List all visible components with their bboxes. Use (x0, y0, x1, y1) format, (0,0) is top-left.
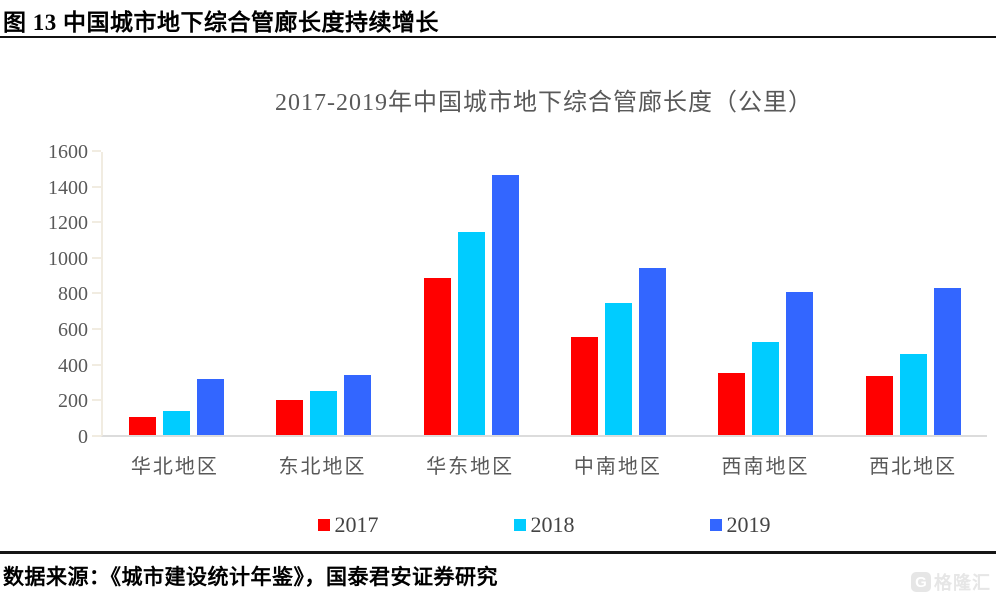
x-axis-labels: 华北地区 东北地区 华东地区 中南地区 西南地区 西北地区 (101, 450, 987, 479)
bar-2017-3 (571, 337, 599, 435)
bar-2019-3 (639, 268, 667, 435)
gelonghui-logo-text: 格隆汇 (934, 573, 991, 593)
y-axis: 0 200 400 600 800 1000 1200 1400 1600 (0, 141, 92, 448)
bar-2019-5 (933, 288, 961, 435)
x-category-label: 东北地区 (278, 456, 367, 478)
bar-2018-5 (899, 354, 927, 435)
x-category-label: 华北地区 (130, 456, 219, 478)
legend-swatch (317, 519, 330, 531)
bar-2018-4 (752, 342, 780, 435)
gelonghui-logo-icon: G (911, 572, 931, 592)
bar-2017-0 (129, 417, 157, 435)
bar-group-4 (692, 152, 839, 435)
gelonghui-watermark: G 格隆汇 (911, 569, 991, 595)
bar-2019-0 (197, 379, 225, 435)
bar-2018-3 (605, 303, 633, 435)
bar-2017-2 (423, 278, 451, 435)
bar-group-0 (103, 152, 250, 435)
y-tick-mark (92, 328, 101, 330)
bar-group-3 (545, 152, 692, 435)
legend-item-2019: 2019 (709, 512, 771, 538)
y-tick-label: 1600 (48, 141, 88, 163)
y-tick-label: 200 (58, 390, 88, 412)
legend-label: 2018 (530, 512, 575, 537)
header-divider (0, 36, 996, 38)
footer-divider (0, 551, 996, 554)
y-tick-label: 800 (58, 283, 88, 305)
y-tick-label: 1000 (48, 248, 88, 270)
bar-2018-2 (457, 232, 485, 435)
y-tick-mark (92, 186, 101, 188)
bar-2017-1 (276, 400, 304, 435)
bar-2017-4 (718, 373, 746, 435)
source-note: 数据来源：《城市建设统计年鉴》，国泰君安证券研究 (3, 565, 498, 589)
bar-2019-4 (786, 292, 814, 435)
y-tick-mark (92, 292, 101, 294)
x-category-label: 中南地区 (573, 456, 662, 478)
y-tick-mark (92, 221, 101, 223)
chart-legend: 2017 2018 2019 (101, 512, 987, 538)
bar-2019-1 (344, 375, 372, 435)
legend-swatch (513, 519, 526, 531)
legend-label: 2017 (334, 512, 379, 537)
legend-label: 2019 (726, 512, 771, 537)
bar-group-5 (840, 152, 987, 435)
y-tick-mark (92, 364, 101, 366)
bar-2018-0 (163, 411, 191, 435)
y-tick-mark (92, 435, 101, 437)
y-tick-label: 600 (58, 319, 88, 341)
y-tick-mark (92, 257, 101, 259)
legend-swatch (709, 519, 722, 531)
y-tick-mark (92, 150, 101, 152)
legend-item-2017: 2017 (317, 512, 379, 538)
bar-group-2 (398, 152, 545, 435)
bar-2019-2 (491, 175, 519, 435)
x-category-label: 华东地区 (426, 456, 515, 478)
bar-group-1 (250, 152, 397, 435)
y-tick-mark (92, 399, 101, 401)
bar-2018-1 (310, 391, 338, 435)
plot-area (92, 150, 987, 437)
y-tick-label: 400 (58, 355, 88, 377)
y-tick-label: 1400 (48, 177, 88, 199)
x-category-label: 西南地区 (721, 456, 810, 478)
legend-item-2018: 2018 (513, 512, 575, 538)
y-tick-label: 1200 (48, 212, 88, 234)
y-tick-label: 0 (78, 426, 88, 448)
figure-caption: 图 13 中国城市地下综合管廊长度持续增长 (3, 10, 439, 35)
x-category-label: 西北地区 (869, 456, 958, 478)
chart-title: 2017-2019年中国城市地下综合管廊长度（公里） (275, 90, 813, 116)
bar-2017-5 (865, 376, 893, 435)
